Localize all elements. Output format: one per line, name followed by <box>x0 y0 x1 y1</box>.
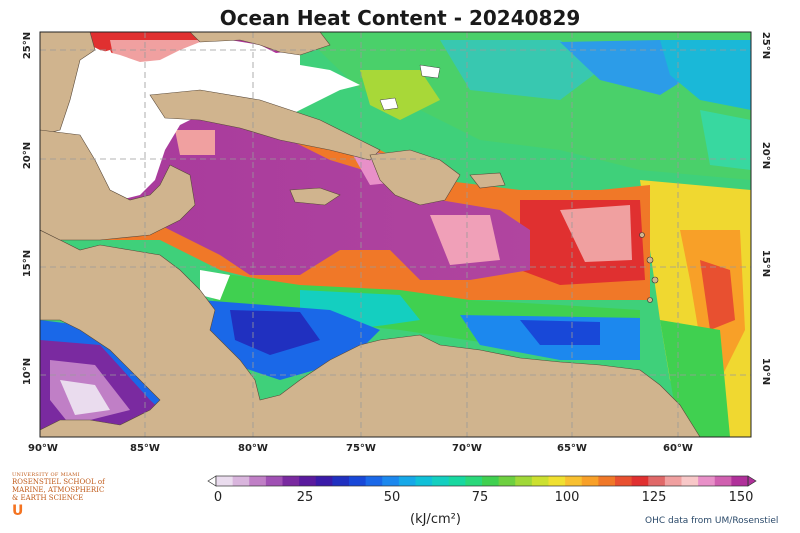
lon-label-70w: 70°W <box>452 443 482 454</box>
lat-label-right-15: 15°N <box>760 249 772 278</box>
logo-line-university: UNIVERSITY OF MIAMI <box>12 472 80 478</box>
colorbar-tick-50: 50 <box>383 490 401 505</box>
logo-line-rosenstiel: ROSENSTIEL SCHOOL of <box>12 478 105 486</box>
land-florida <box>189 32 331 56</box>
map-field <box>40 32 751 437</box>
colorbar-swatch <box>332 476 350 486</box>
colorbar-swatch <box>731 476 749 486</box>
colorbar-tick-75: 75 <box>471 490 489 505</box>
colorbar-swatch <box>365 476 383 486</box>
colorbar-swatch <box>714 476 732 486</box>
logo-line-marine: MARINE, ATMOSPHERIC <box>12 486 105 494</box>
colorbar-swatch <box>648 476 666 486</box>
colorbar-tick-125: 125 <box>641 490 667 505</box>
colorbar-swatch <box>498 476 516 486</box>
colorbar-swatch <box>349 476 367 486</box>
colorbar-swatch <box>631 476 649 486</box>
colorbar-min-arrow <box>207 475 217 487</box>
land-puerto-rico <box>469 172 506 189</box>
colorbar-swatch <box>282 476 300 486</box>
colorbar-swatch <box>565 476 583 486</box>
colorbar-swatch <box>482 476 500 486</box>
land-hispaniola <box>369 149 461 206</box>
lon-label-80w: 80°W <box>238 443 268 454</box>
map-title: Ocean Heat Content - 20240829 <box>219 6 581 30</box>
land-yucatan <box>40 129 196 241</box>
colorbar-swatch <box>698 476 716 486</box>
colorbar-swatch <box>581 476 599 486</box>
colorbar-swatch <box>398 476 416 486</box>
lat-label-left-15: 15°N <box>22 249 34 278</box>
colorbar-swatch <box>448 476 466 486</box>
colorbar-swatch <box>415 476 433 486</box>
colorbar-tick-150: 150 <box>728 490 754 505</box>
colorbar-max-arrow <box>747 475 757 487</box>
colorbar-swatch <box>548 476 566 486</box>
colorbar-swatch <box>299 476 317 486</box>
colorbar-swatch <box>216 476 234 486</box>
colorbar-swatch <box>382 476 400 486</box>
colorbar-swatch <box>432 476 450 486</box>
colorbar-swatch <box>664 476 682 486</box>
colorbar-frame <box>215 475 749 487</box>
lon-label-85w: 85°W <box>130 443 160 454</box>
lon-label-75w: 75°W <box>346 443 376 454</box>
colorbar-swatch <box>615 476 633 486</box>
land-cuba <box>149 89 381 161</box>
lat-label-left-10: 10°N <box>22 357 34 386</box>
lon-label-60w: 60°W <box>663 443 693 454</box>
land-jamaica <box>289 187 341 206</box>
colorbar-tick-100: 100 <box>554 490 580 505</box>
colorbar-units: (kJ/cm²) <box>410 512 461 527</box>
lat-label-right-20: 20°N <box>760 141 772 170</box>
logo-line-earth: & EARTH SCIENCE <box>12 494 84 502</box>
lat-label-right-25: 25°N <box>760 31 772 60</box>
colorbar-swatch <box>315 476 333 486</box>
colorbar-tick-0: 0 <box>213 490 223 505</box>
rosenstiel-logo: UNIVERSITY OF MIAMI ROSENSTIEL SCHOOL of… <box>12 472 172 528</box>
graticule <box>40 32 751 437</box>
colorbar-swatch <box>465 476 483 486</box>
colorbar-swatch <box>531 476 549 486</box>
colorbar-tick-25: 25 <box>296 490 314 505</box>
lon-label-90w: 90°W <box>28 443 58 454</box>
lat-label-right-10: 10°N <box>760 357 772 386</box>
lat-label-left-25: 25°N <box>22 31 34 60</box>
um-u-logo: U <box>12 503 24 519</box>
land-central-south-america <box>40 229 701 437</box>
colorbar <box>207 475 757 487</box>
colorbar-swatch <box>515 476 533 486</box>
lat-label-left-20: 20°N <box>22 141 34 170</box>
lon-label-65w: 65°W <box>557 443 587 454</box>
colorbar-swatch <box>232 476 250 486</box>
data-credit: OHC data from UM/Rosenstiel <box>645 516 779 526</box>
colorbar-swatch <box>598 476 616 486</box>
colorbar-swatch <box>249 476 267 486</box>
colorbar-swatch <box>681 476 699 486</box>
colorbar-swatch <box>265 476 283 486</box>
